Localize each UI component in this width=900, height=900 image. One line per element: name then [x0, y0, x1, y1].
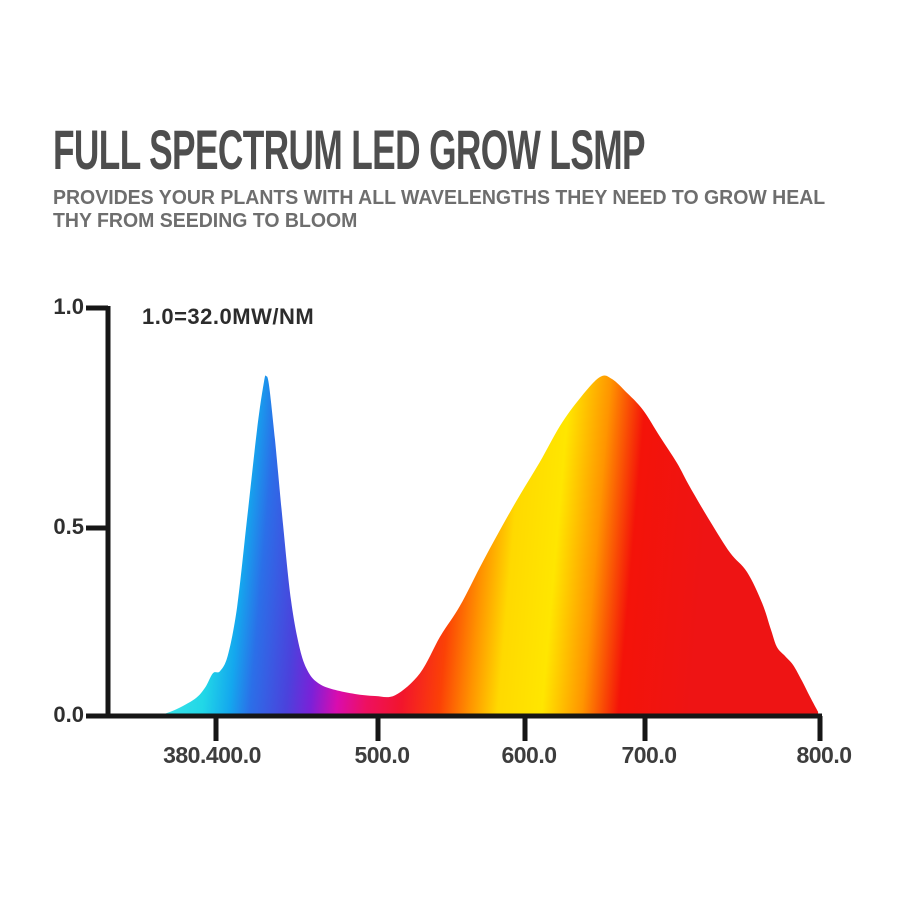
subtitle: PROVIDES YOUR PLANTS WITH ALL WAVELENGTH… [53, 186, 825, 232]
y-axis-tick-label: 1.0 [53, 293, 84, 319]
x-axis-tick-label: 380.400.0 [163, 742, 261, 768]
spectrum-curve [158, 375, 819, 716]
y-axis-tick-label: 0.0 [53, 701, 84, 727]
x-axis-tick-label: 800.0 [796, 742, 852, 768]
subtitle-line-1: PROVIDES YOUR PLANTS WITH ALL WAVELENGTH… [53, 186, 826, 209]
x-axis-tick-label: 600.0 [501, 742, 557, 768]
x-axis-tick-label: 700.0 [621, 742, 677, 768]
x-axis-tick-label: 500.0 [354, 742, 410, 768]
page-title: FULL SPECTRUM LED GROW LSMP [53, 118, 646, 181]
y-axis-tick-label: 0.5 [53, 513, 84, 539]
scale-annotation: 1.0=32.0MW/NM [142, 304, 315, 329]
subtitle-line-2: THY FROM SEEDING TO BLOOM [53, 209, 358, 232]
